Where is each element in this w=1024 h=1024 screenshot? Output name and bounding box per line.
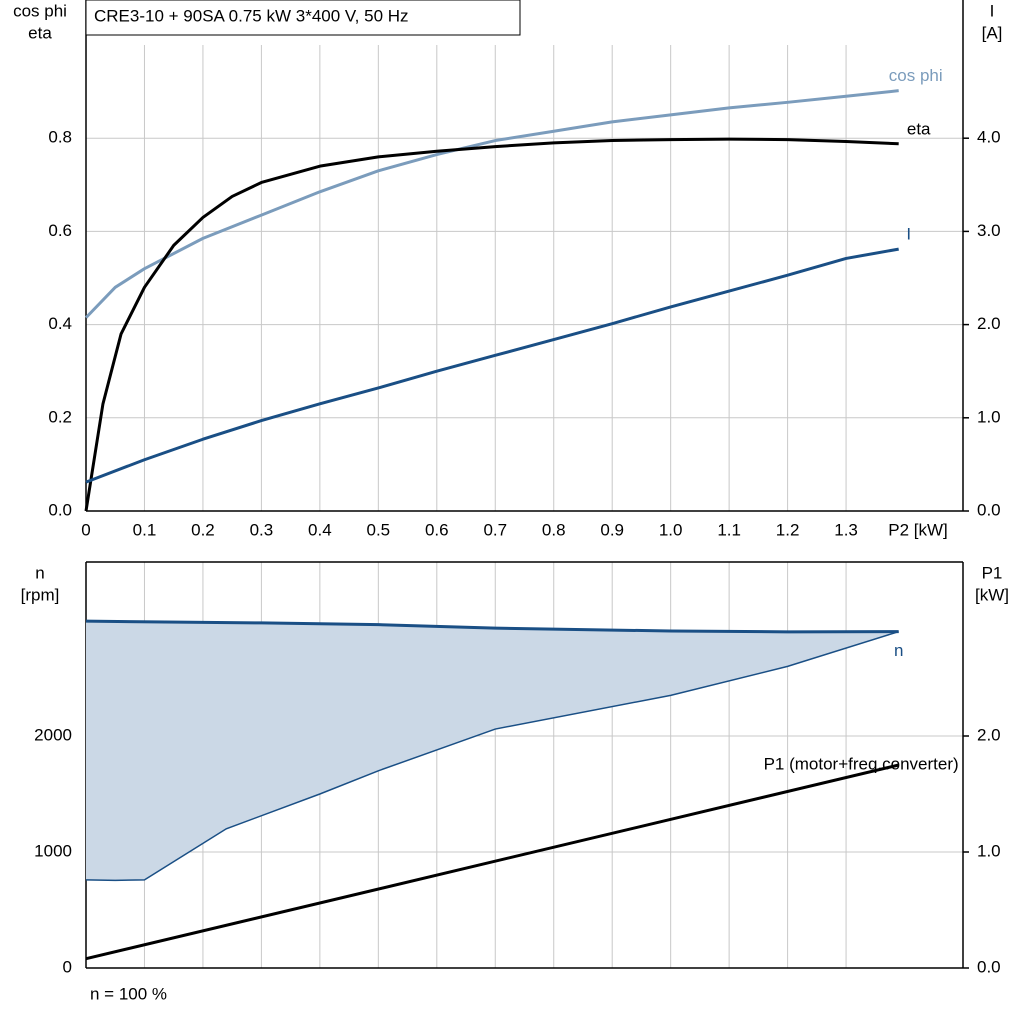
series-label: cos phi bbox=[889, 66, 943, 85]
y2-axis-label: I bbox=[990, 1, 995, 20]
y-tick-label: 0.8 bbox=[48, 128, 72, 147]
y2-tick-label: 2.0 bbox=[977, 314, 1001, 333]
series-label: n bbox=[894, 641, 903, 660]
y2-tick-label: 2.0 bbox=[977, 725, 1001, 744]
y-axis-label: cos phi bbox=[13, 1, 67, 20]
x-tick-label: 1.1 bbox=[717, 520, 741, 539]
speed-band bbox=[86, 621, 899, 881]
y2-axis-label: [A] bbox=[982, 23, 1003, 42]
x-tick-label: 0 bbox=[81, 520, 90, 539]
y-axis-label: [rpm] bbox=[21, 585, 60, 604]
x-tick-label: 0.9 bbox=[600, 520, 624, 539]
y2-tick-label: 1.0 bbox=[977, 407, 1001, 426]
series-line bbox=[84, 137, 899, 512]
x-tick-label: 1.0 bbox=[659, 520, 683, 539]
x-axis-label: P2 [kW] bbox=[888, 520, 948, 539]
series-line bbox=[85, 619, 899, 634]
series-label: I bbox=[906, 225, 911, 244]
y2-tick-label: 0.0 bbox=[977, 957, 1001, 976]
x-tick-label: 0.1 bbox=[133, 520, 157, 539]
x-tick-label: 0.8 bbox=[542, 520, 566, 539]
series-line bbox=[85, 763, 900, 961]
chart-title: CRE3-10 + 90SA 0.75 kW 3*400 V, 50 Hz bbox=[94, 6, 409, 25]
y-tick-label: 0.4 bbox=[48, 314, 72, 333]
y2-tick-label: 1.0 bbox=[977, 841, 1001, 860]
x-tick-label: 0.5 bbox=[367, 520, 391, 539]
y-axis-label: n bbox=[35, 563, 44, 582]
series-label: P1 (motor+freq.converter) bbox=[764, 754, 959, 773]
series-label: eta bbox=[907, 119, 931, 138]
x-tick-label: 1.3 bbox=[834, 520, 858, 539]
series-line bbox=[84, 89, 899, 319]
x-tick-label: 0.4 bbox=[308, 520, 332, 539]
y-tick-label: 0.6 bbox=[48, 221, 72, 240]
series-line bbox=[85, 247, 899, 484]
y2-tick-label: 3.0 bbox=[977, 221, 1001, 240]
title-box bbox=[85, 0, 521, 36]
x-tick-label: 0.7 bbox=[483, 520, 507, 539]
y-tick-label: 0.0 bbox=[48, 500, 72, 519]
y2-tick-label: 0.0 bbox=[977, 500, 1001, 519]
x-tick-label: 0.2 bbox=[191, 520, 215, 539]
y-tick-label: 2000 bbox=[34, 725, 72, 744]
x-tick-label: 1.2 bbox=[776, 520, 800, 539]
x-tick-label: 0.6 bbox=[425, 520, 449, 539]
lower-line bbox=[85, 630, 899, 882]
y2-axis-label: [kW] bbox=[975, 585, 1009, 604]
x-tick-label: 0.3 bbox=[250, 520, 274, 539]
y2-axis-label: P1 bbox=[982, 563, 1003, 582]
y-axis-label: eta bbox=[28, 23, 52, 42]
y-tick-label: 0 bbox=[63, 957, 72, 976]
y-tick-label: 0.2 bbox=[48, 407, 72, 426]
y-tick-label: 1000 bbox=[34, 841, 72, 860]
y2-tick-label: 4.0 bbox=[977, 128, 1001, 147]
note: n = 100 % bbox=[90, 984, 167, 1003]
